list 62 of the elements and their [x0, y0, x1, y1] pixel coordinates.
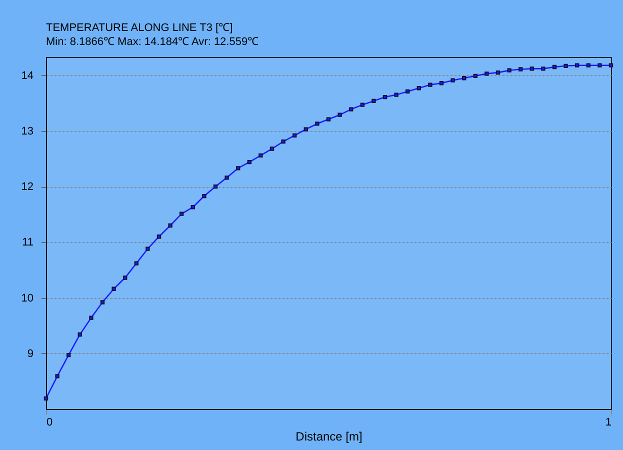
- point: [450, 78, 455, 82]
- point: [360, 102, 364, 107]
- point: [258, 153, 263, 158]
- point: [270, 146, 274, 151]
- point: [326, 117, 331, 122]
- point: [134, 261, 138, 266]
- x-tick-label: 0: [46, 416, 53, 428]
- point: [156, 234, 162, 239]
- y-tick-label: 12: [21, 181, 34, 194]
- point: [78, 332, 82, 337]
- point: [89, 316, 94, 320]
- x-axis-title: Distance [m]: [296, 430, 362, 444]
- point: [292, 133, 297, 138]
- y-tick-label: 10: [21, 292, 34, 304]
- point: [586, 63, 590, 68]
- point: [44, 396, 48, 401]
- point: [416, 86, 421, 90]
- point: [202, 194, 206, 198]
- point: [349, 107, 354, 112]
- point: [484, 72, 489, 76]
- point: [236, 166, 240, 170]
- y-tick-label: 9: [27, 348, 34, 360]
- point: [608, 63, 614, 68]
- point: [564, 64, 568, 68]
- point: [190, 205, 195, 210]
- point: [598, 63, 602, 68]
- point: [406, 89, 410, 94]
- point: [168, 223, 172, 228]
- point: [66, 352, 71, 358]
- point: [473, 74, 478, 78]
- point: [575, 63, 580, 68]
- point: [394, 92, 398, 97]
- y-tick-label: 14: [21, 70, 34, 82]
- point: [304, 127, 308, 132]
- chart-title: TEMPERATURE ALONG LINE T3 [℃]: [46, 22, 233, 34]
- point: [518, 67, 523, 72]
- point: [281, 139, 286, 144]
- point: [496, 70, 500, 75]
- point: [146, 246, 150, 251]
- x-tick-label: 1: [605, 416, 612, 428]
- point: [552, 64, 557, 70]
- point: [100, 300, 105, 304]
- point: [338, 112, 342, 117]
- point: [382, 94, 388, 100]
- y-tick-label: 11: [22, 236, 34, 249]
- point: [112, 286, 116, 291]
- point: [247, 160, 252, 164]
- point: [372, 98, 376, 104]
- point: [507, 68, 512, 72]
- point: [428, 82, 432, 87]
- y-tick-label: 13: [21, 125, 34, 138]
- chart-subtitle: Min: 8.1866℃ Max: 14.184℃ Avr: 12.559℃: [46, 36, 259, 48]
- point: [224, 176, 229, 180]
- point: [213, 184, 218, 189]
- point: [315, 122, 320, 126]
- point: [530, 66, 534, 71]
- point: [439, 81, 444, 86]
- point: [180, 212, 184, 216]
- point: [462, 76, 466, 80]
- point: [55, 374, 60, 378]
- point: [541, 66, 546, 71]
- point: [123, 276, 128, 280]
